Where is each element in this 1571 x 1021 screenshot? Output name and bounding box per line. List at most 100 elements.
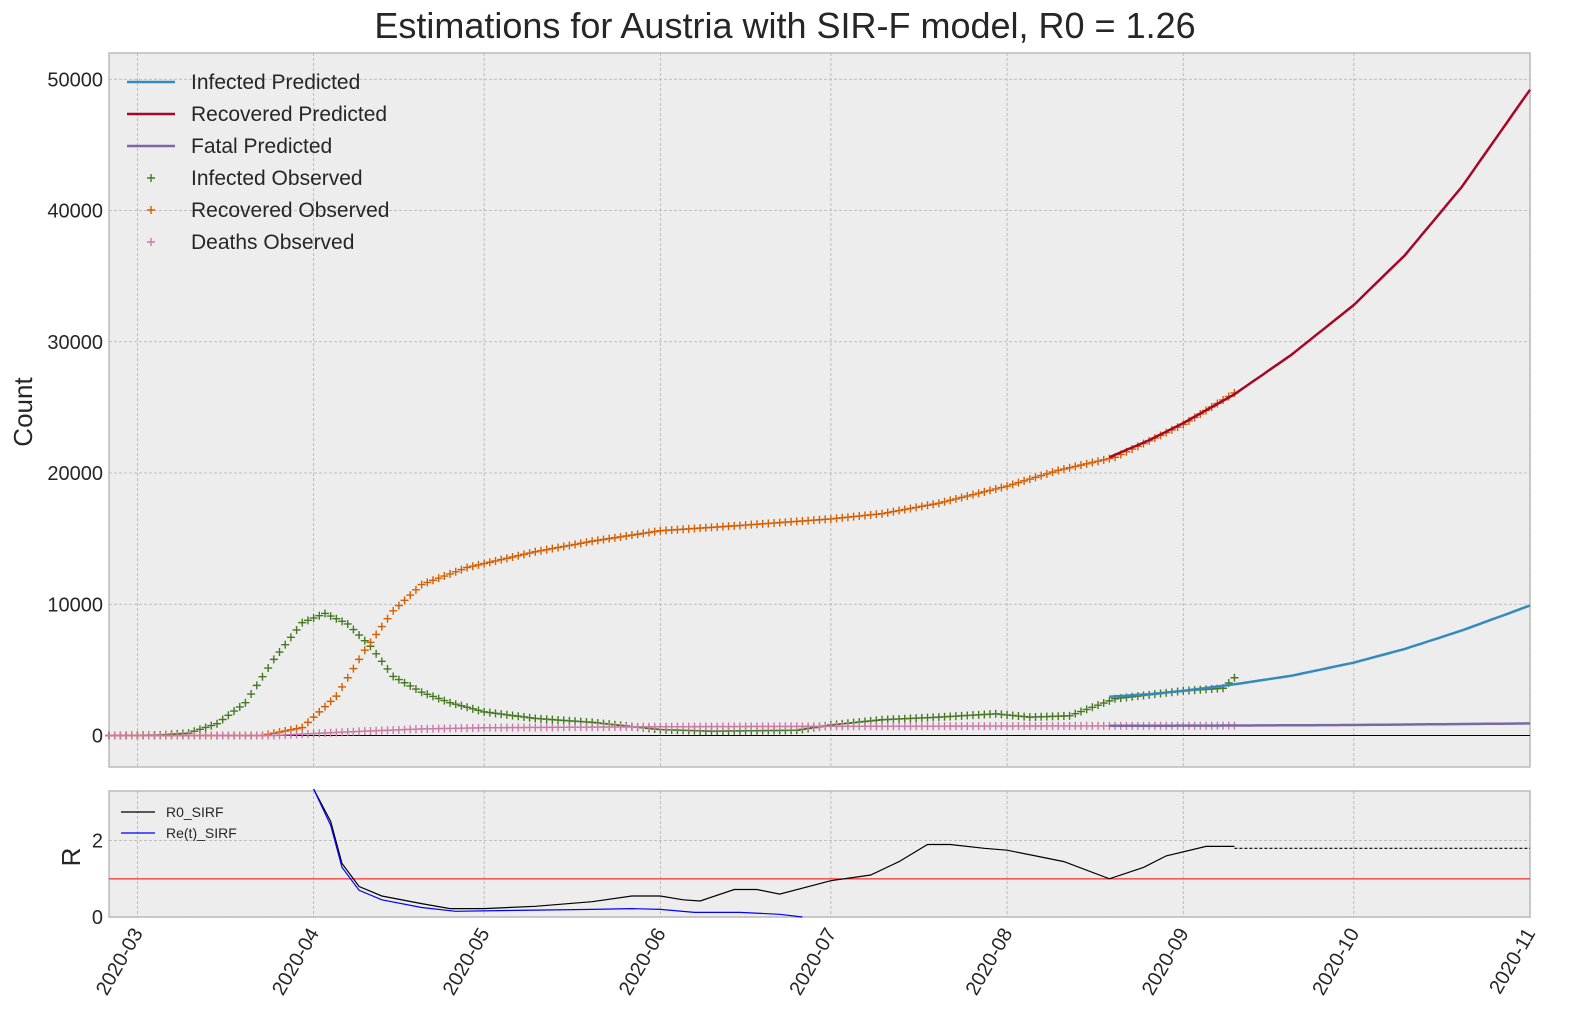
data-point [599,535,608,544]
main-y-tick-label: 30000 [47,332,103,354]
data-point [446,569,455,578]
r-y-axis-label: R [56,848,86,867]
legend-swatch [147,206,155,214]
x-axis: 2020-03 2020-04 2020-05 2020-06 2020-07 2020-… [92,925,1540,1000]
main-y-tick-label: 40000 [47,201,103,223]
legend-item-r0-sirf: R0_SIRF [121,804,224,820]
main-series-layer [105,89,1532,740]
data-point [997,483,1006,492]
data-point [963,492,972,501]
data-point [247,690,256,699]
data-point [571,540,580,549]
infected-predicted-line [1109,604,1531,699]
data-point [576,539,585,548]
data-point [355,631,364,640]
data-point [451,567,460,576]
data-point [1054,466,1063,475]
data-point [497,710,506,719]
data-point [485,558,494,567]
data-point [417,580,426,589]
data-point [417,688,426,697]
legend-item-infected-predicted: Infected Predicted [127,71,360,94]
legend-label: Recovered Observed [191,199,389,222]
r-y-tick-label: 0 [92,907,103,929]
data-point [230,707,239,716]
data-point [474,560,483,569]
legend-label: Recovered Predicted [191,103,387,126]
data-point [912,503,921,512]
data-point [554,543,563,552]
data-point [349,625,358,634]
data-point [332,692,341,701]
data-point [525,713,534,722]
data-point [644,528,653,537]
data-point [241,698,250,707]
data-point [1082,705,1091,714]
main-y-axis-label: Count [8,377,38,447]
data-point [343,673,352,682]
data-point [457,701,466,710]
data-point [502,710,511,719]
data-point [895,506,904,515]
legend-label: Deaths Observed [191,231,354,254]
x-tick-label: 2020-06 [615,925,671,1000]
data-point [303,718,312,727]
x-tick-label: 2020-03 [92,925,148,1000]
data-point [531,547,540,556]
data-point [548,544,557,553]
data-point [315,611,324,620]
data-point [309,713,318,722]
data-point [423,578,432,587]
data-point [440,696,449,705]
main-y-tick-label: 10000 [47,594,103,616]
data-point [1042,469,1051,478]
main-y-tick-label: 0 [92,726,103,748]
x-tick-label: 2020-04 [268,925,324,1000]
main-gridlines [109,53,1531,767]
legend-label: Re(t)_SIRF [166,825,237,841]
data-point [468,562,477,571]
legend-label: Infected Observed [191,167,363,190]
data-point [923,501,932,510]
data-point [428,576,437,585]
data-point [355,655,364,664]
r-y-axis: 02 [92,831,103,929]
data-point [1065,711,1074,720]
data-point [463,703,472,712]
data-point [1031,473,1040,482]
data-point [372,649,381,658]
data-point [235,702,244,711]
data-point [372,630,381,639]
data-point [326,612,335,621]
legend-label: Infected Predicted [191,71,360,94]
data-point [991,484,1000,493]
data-point [434,574,443,583]
data-point [1094,457,1103,466]
data-point [519,550,528,559]
data-point [434,694,443,703]
data-point [588,537,597,546]
data-point [1099,455,1108,464]
data-point [633,530,642,539]
data-point [389,672,398,681]
data-point [1088,458,1097,467]
data-point [878,509,887,518]
legend-item-fatal-predicted: Fatal Predicted [127,135,332,158]
data-point [1008,480,1017,489]
data-point [491,556,500,565]
data-point [616,532,625,541]
data-point [212,719,221,728]
data-point [360,636,369,645]
x-tick-label: 2020-11 [1485,925,1540,998]
data-point [320,702,329,711]
data-point [650,527,659,536]
data-point [906,504,915,513]
main-legend: Infected Predicted Recovered Predicted Fat… [127,71,389,254]
data-point [440,572,449,581]
data-point [338,682,347,691]
data-point [224,711,233,720]
main-y-tick-label: 50000 [47,69,103,91]
data-point [480,707,489,716]
x-tick-label: 2020-07 [785,925,841,1000]
data-point [980,487,989,496]
